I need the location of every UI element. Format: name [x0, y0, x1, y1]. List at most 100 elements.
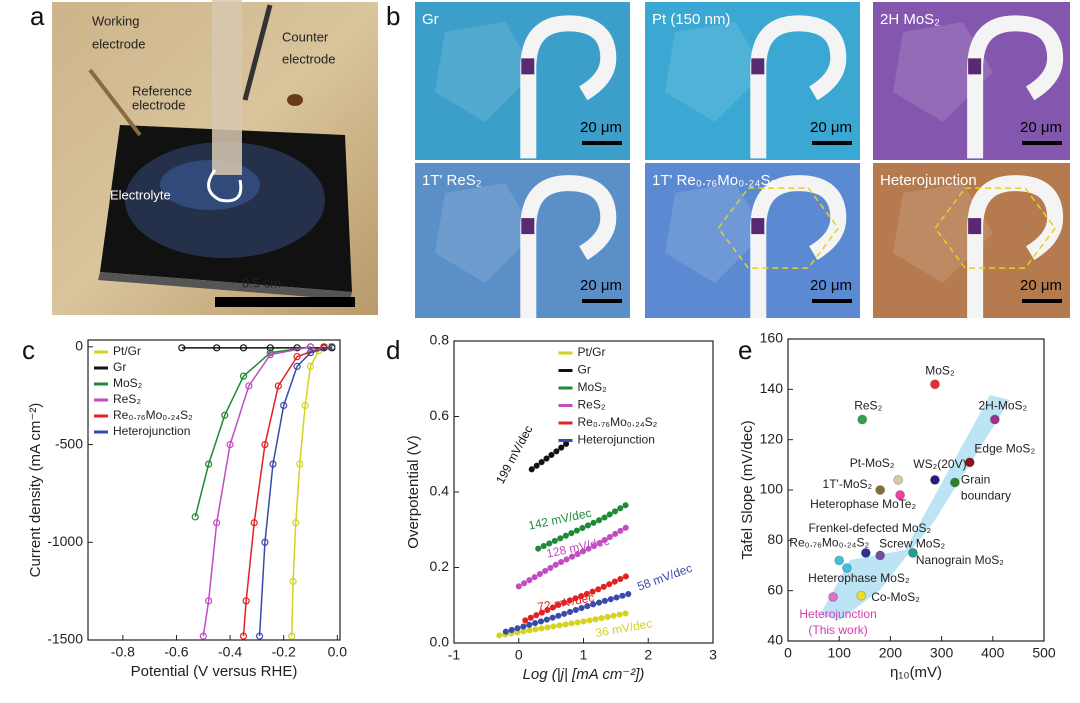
marker	[205, 597, 213, 605]
marker	[191, 513, 199, 521]
point-label: Screw MoS₂	[879, 537, 945, 551]
marker	[288, 632, 296, 640]
y-tick-label: -1500	[47, 631, 83, 647]
label: Counter	[282, 29, 329, 44]
y-tick-label: -500	[55, 435, 83, 451]
y-tick-label: 0.4	[430, 483, 450, 499]
point-label: boundary	[961, 489, 1011, 503]
series-dots	[528, 439, 571, 473]
legend-label: Pt/Gr	[578, 345, 606, 359]
point-label: Co-MoS₂	[871, 590, 920, 604]
marker	[255, 632, 264, 640]
marker	[296, 460, 304, 468]
electrode	[750, 15, 847, 159]
x-axis-label: Log (|j| [mA cm⁻²])	[523, 666, 645, 683]
point	[929, 379, 940, 390]
scale-label: 20 μm	[1020, 119, 1062, 136]
micrograph: Gr 20 μm	[415, 2, 630, 160]
x-tick-label: 0.0	[328, 644, 348, 660]
legend-label: Heterojunction	[113, 424, 190, 438]
x-tick-label: 0	[515, 647, 523, 663]
tile-label: 2H MoS₂	[880, 11, 940, 28]
point	[989, 414, 1000, 425]
y-tick-label: 0.2	[430, 558, 450, 574]
series-line	[258, 346, 333, 637]
tile-label: 1T' Re₀.₇₆Mo₀.₂₄S₂	[652, 172, 776, 189]
point-label: MoS₂	[925, 363, 955, 377]
legend-label: MoS₂	[113, 376, 143, 390]
marker	[261, 440, 269, 449]
series-line	[202, 346, 311, 637]
scale-label: 20 μm	[580, 119, 622, 136]
flake	[435, 183, 535, 283]
point-label: Heterophase MoTe₂	[810, 497, 916, 511]
series-dots	[502, 590, 632, 635]
label: 0.5 cm	[242, 275, 281, 290]
outline	[934, 187, 1057, 269]
label: electrode	[132, 97, 185, 112]
marker	[269, 460, 277, 468]
scale-bar	[582, 299, 622, 303]
marker	[306, 349, 315, 357]
point	[834, 555, 845, 566]
scale-bar	[812, 141, 852, 145]
label: electrode	[282, 51, 335, 66]
y-axis-label: Overpotential (V)	[405, 435, 422, 548]
y-tick-label: 0	[75, 338, 83, 354]
panel-letter: e	[738, 335, 752, 365]
point	[907, 547, 918, 558]
micrograph: Heterojunction 20 μm	[873, 163, 1070, 319]
y-tick-label: 80	[767, 531, 783, 547]
x-tick-label: -0.4	[218, 644, 242, 660]
contact	[968, 218, 982, 235]
marker	[320, 343, 328, 351]
marker	[239, 344, 248, 352]
outline	[717, 187, 840, 269]
tile-label: Heterojunction	[880, 172, 977, 189]
series-dots	[535, 500, 632, 552]
legend-label: Pt/Gr	[113, 344, 141, 358]
photo	[52, 0, 378, 315]
marker	[239, 372, 248, 380]
marker	[280, 401, 288, 410]
x-tick-label: 400	[981, 645, 1005, 661]
marker	[213, 344, 221, 352]
panel-letter: d	[386, 335, 400, 365]
series-dots	[496, 609, 632, 639]
y-axis-label: Tafel Slope (mV/dec)	[739, 420, 756, 559]
panel-letter: a	[30, 1, 45, 31]
point	[893, 474, 904, 485]
contact	[521, 58, 535, 75]
x-tick-label: 1	[580, 647, 588, 663]
y-axis-label: Current density (mA cm⁻²)	[27, 403, 44, 578]
x-tick-label: -1	[448, 647, 461, 663]
panel-letter: c	[22, 335, 35, 365]
point-label: ReS₂	[854, 399, 882, 413]
x-axis-label: Potential (V versus RHE)	[131, 663, 298, 680]
electrode	[967, 175, 1064, 319]
micrograph: 1T' Re₀.₇₆Mo₀.₂₄S₂ 20 μm	[645, 163, 860, 319]
x-tick-label: 500	[1032, 645, 1056, 661]
point-label: Heterojunction	[799, 607, 876, 621]
y-tick-label: 40	[767, 632, 783, 648]
point-label: Pt-MoS₂	[850, 456, 895, 470]
chart: c -0.8 -0.6 -0.4 -0.2 0.0 0 -500 -1000 -1500 Poten…	[22, 335, 347, 680]
marker	[226, 440, 234, 449]
scale-label: 20 μm	[580, 277, 622, 294]
legend-label: Re₀.₇₆Mo₀.₂₄S₂	[113, 408, 193, 422]
point	[964, 457, 975, 468]
marker	[199, 632, 207, 640]
x-tick-label: 2	[644, 647, 652, 663]
electrode	[520, 15, 617, 159]
marker	[292, 519, 300, 527]
electrode	[750, 175, 847, 319]
chart: e 0 100 200 300 400 500 40 60 80 100 120 140 160 η₁₀(m…	[738, 330, 1056, 681]
marker	[274, 382, 282, 390]
series-line	[194, 346, 311, 518]
electrode	[520, 175, 617, 319]
contact	[968, 58, 982, 75]
marker	[266, 351, 274, 359]
point-label: Re₀.₇₆Mo₀.₂₄S₂	[789, 536, 869, 550]
point-label: Nanograin MoS₂	[916, 553, 1004, 567]
marker	[261, 538, 269, 546]
